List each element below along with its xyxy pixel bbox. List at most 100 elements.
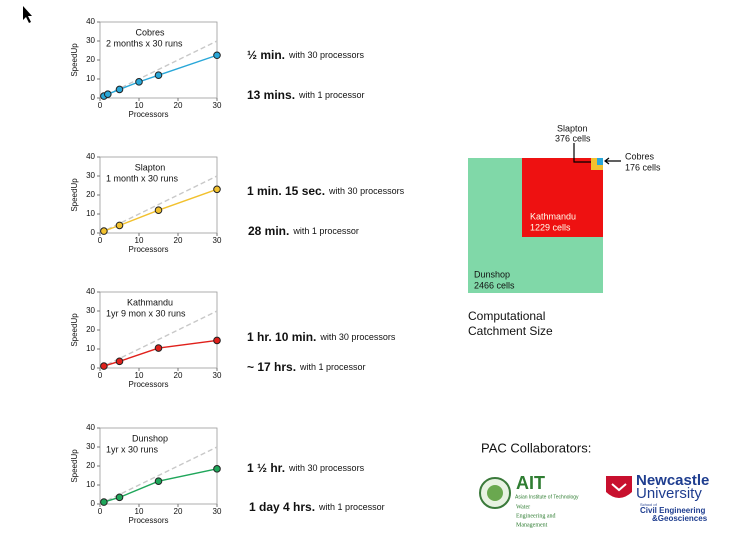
timing: 1 hr. 10 min. with 30 processors	[247, 330, 396, 344]
reference-line	[99, 40, 218, 99]
y-axis-label: SpeedUp	[70, 43, 79, 77]
chart-subtitle: 1yr 9 mon x 30 runs	[106, 308, 186, 318]
reference-line	[99, 310, 218, 369]
newcastle-dept: &Geosciences	[652, 514, 708, 523]
timing-detail: with 30 processors	[288, 463, 365, 473]
plot-area	[99, 291, 218, 369]
y-tick-label: 40	[86, 152, 95, 161]
data-point	[115, 85, 124, 94]
data-point	[154, 477, 163, 486]
data-point	[115, 221, 124, 230]
cursor	[23, 6, 32, 23]
catchment-diagram: Slapton 376 cells Cobres 176 cells Kathm…	[468, 123, 661, 338]
data-point	[100, 498, 108, 506]
timing-detail: with 1 processor	[292, 226, 359, 236]
area-name: Dunshop	[474, 269, 510, 279]
area-cells: 176 cells	[625, 162, 661, 172]
timing: 13 mins. with 1 processor	[247, 88, 365, 102]
y-tick-label: 10	[86, 209, 95, 218]
cobres-pointer	[604, 157, 621, 165]
x-tick-label: 10	[135, 507, 144, 516]
x-axis-label: Processors	[128, 516, 168, 525]
data-point	[100, 362, 108, 370]
y-tick-label: 10	[86, 480, 95, 489]
newcastle-shield	[606, 476, 632, 498]
x-tick-label: 20	[174, 507, 183, 516]
y-tick-label: 0	[91, 499, 96, 508]
data-point	[154, 206, 163, 214]
data-point	[154, 71, 163, 79]
y-tick-label: 0	[91, 228, 96, 237]
y-tick-label: 20	[86, 461, 95, 470]
chart: 0 10 20 30 40 0 10 20 30 Processors SpeedUp Slapton…	[70, 152, 222, 254]
y-tick-label: 40	[86, 423, 95, 432]
x-axis-label: Processors	[128, 245, 168, 254]
x-tick-label: 20	[174, 236, 183, 245]
kathmandu-area	[522, 158, 603, 237]
x-tick-label: 0	[98, 101, 103, 110]
chart: 0 10 20 30 40 0 10 20 30 Processors SpeedUp Kathman…	[70, 287, 222, 389]
newcastle-shield-mark	[611, 483, 627, 492]
chart-subtitle: 1 month x 30 runs	[106, 173, 179, 183]
x-axis-label: Processors	[128, 380, 168, 389]
timing-value: ~ 17 hrs.	[247, 360, 296, 374]
timing-value: 13 mins.	[247, 88, 295, 102]
data-point	[135, 78, 143, 86]
data-point	[115, 493, 124, 502]
x-tick-label: 30	[213, 101, 222, 110]
timing: 1 ½ hr. with 30 processors	[247, 461, 365, 475]
y-tick-label: 0	[91, 363, 96, 372]
timing-value: 1 min. 15 sec.	[247, 184, 325, 198]
area-name: Slapton	[557, 123, 588, 133]
timing-value: ½ min.	[247, 48, 285, 62]
cobres-area	[597, 158, 603, 165]
x-tick-label: 30	[213, 371, 222, 380]
data-line	[103, 339, 218, 367]
data-point	[115, 357, 124, 366]
plot-area	[99, 21, 218, 99]
timing-detail: with 30 processors	[319, 332, 396, 342]
data-point	[104, 90, 112, 98]
chart-title: Kathmandu	[127, 297, 173, 307]
y-tick-label: 40	[86, 17, 95, 26]
ait-full-name: Asian Institute of Technology	[515, 494, 579, 500]
timing: 28 min. with 1 processor	[248, 224, 359, 238]
timing-detail: with 1 processor	[298, 90, 365, 100]
y-axis-label: SpeedUp	[70, 178, 79, 212]
collaborators-title: PAC Collaborators:	[481, 440, 591, 455]
timing-value: 1 ½ hr.	[247, 461, 285, 475]
area-cells: 2466 cells	[474, 280, 515, 290]
data-point	[213, 465, 221, 473]
y-tick-label: 0	[91, 93, 96, 102]
y-tick-label: 30	[86, 171, 95, 180]
newcastle-name: University	[636, 485, 702, 502]
chart-title: Dunshop	[132, 433, 168, 443]
timing-detail: with 1 processor	[299, 362, 366, 372]
chart: 0 10 20 30 40 0 10 20 30 Processors SpeedUp Dunshop…	[70, 423, 222, 525]
y-tick-label: 10	[86, 74, 95, 83]
y-axis-label: SpeedUp	[70, 449, 79, 483]
y-axis-label: SpeedUp	[70, 313, 79, 347]
data-point	[213, 336, 221, 345]
timing: 1 day 4 hrs. with 1 processor	[249, 500, 385, 514]
chart: 0 10 20 30 40 0 10 20 30 Processors SpeedUp Cobres2…	[70, 17, 222, 119]
data-line	[103, 188, 218, 232]
y-tick-label: 30	[86, 306, 95, 315]
timing-value: 28 min.	[248, 224, 289, 238]
ait-emblem-inner	[487, 485, 503, 501]
data-point	[100, 227, 108, 235]
x-tick-label: 20	[174, 371, 183, 380]
x-tick-label: 30	[213, 507, 222, 516]
x-tick-label: 0	[98, 507, 103, 516]
timing: ½ min. with 30 processors	[247, 48, 365, 62]
reference-line	[99, 175, 218, 234]
timing-detail: with 30 processors	[288, 50, 365, 60]
timing: 1 min. 15 sec. with 30 processors	[247, 184, 405, 198]
data-point	[154, 344, 163, 352]
timing-detail: with 1 processor	[318, 502, 385, 512]
area-cells: 1229 cells	[530, 222, 571, 232]
ait-dept: Management	[516, 522, 548, 528]
ait-dept: Engineering and	[516, 513, 556, 519]
ait-name: AIT	[516, 473, 545, 493]
y-tick-label: 30	[86, 36, 95, 45]
